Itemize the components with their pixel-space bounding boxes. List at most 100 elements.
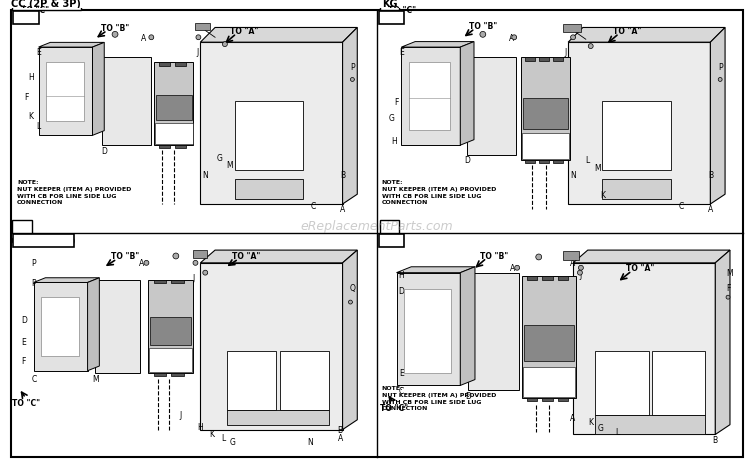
Bar: [150, 317, 190, 345]
Bar: [401, 48, 460, 146]
Bar: [41, 297, 79, 356]
Circle shape: [514, 266, 520, 271]
Bar: [12, 220, 32, 234]
Bar: [379, 235, 404, 247]
Text: J: J: [196, 48, 199, 57]
Text: L: L: [220, 433, 225, 442]
Text: E: E: [399, 48, 404, 57]
Text: C: C: [32, 374, 38, 383]
Bar: [175, 63, 186, 67]
Polygon shape: [573, 251, 730, 263]
Text: M: M: [92, 374, 99, 383]
Text: G: G: [598, 423, 604, 432]
Circle shape: [112, 32, 118, 38]
Circle shape: [196, 36, 201, 41]
Text: JG: JG: [384, 222, 395, 232]
Polygon shape: [34, 278, 99, 283]
Text: D: D: [464, 156, 470, 165]
Circle shape: [144, 261, 148, 266]
Bar: [95, 280, 140, 373]
Text: D: D: [465, 391, 471, 400]
Text: Q: Q: [350, 283, 355, 292]
Polygon shape: [92, 43, 104, 136]
Bar: [380, 0, 400, 11]
Circle shape: [223, 43, 227, 47]
Text: JG: JG: [386, 13, 398, 23]
Text: NOTE:
NUT KEEPER (ITEM A) PROVIDED
WITH CB FOR LINE SIDE LUG
CONNECTION: NOTE: NUT KEEPER (ITEM A) PROVIDED WITH …: [382, 386, 496, 410]
Circle shape: [726, 296, 730, 299]
Bar: [196, 23, 210, 31]
Bar: [171, 280, 184, 284]
Bar: [235, 180, 303, 200]
Text: M: M: [727, 269, 734, 278]
Bar: [595, 415, 706, 435]
Circle shape: [350, 78, 354, 82]
Bar: [539, 161, 549, 163]
Polygon shape: [88, 278, 99, 371]
Text: B: B: [708, 171, 713, 179]
Text: N: N: [570, 171, 576, 179]
Text: B: B: [340, 171, 345, 179]
Text: H: H: [197, 422, 203, 431]
Text: G: G: [217, 154, 223, 163]
Text: P: P: [32, 278, 36, 287]
Bar: [410, 63, 451, 131]
Bar: [523, 99, 568, 130]
Text: J: J: [179, 410, 182, 420]
Text: G: G: [388, 114, 394, 123]
Bar: [379, 12, 404, 24]
Text: NOTE:
NUT KEEPER (ITEM A) PROVIDED
WITH CB FOR LINE SIDE LUG
CONNECTION: NOTE: NUT KEEPER (ITEM A) PROVIDED WITH …: [382, 180, 496, 205]
Text: TO "A": TO "A": [230, 27, 259, 36]
Text: A: A: [338, 433, 344, 442]
Bar: [525, 161, 535, 163]
Bar: [154, 280, 166, 284]
Circle shape: [202, 271, 208, 275]
Text: M: M: [226, 161, 233, 170]
Text: E: E: [22, 337, 26, 346]
Text: F: F: [22, 357, 26, 366]
Bar: [38, 48, 92, 136]
Text: TO "A": TO "A": [613, 27, 641, 36]
Text: J: J: [580, 270, 582, 280]
Text: TO "B": TO "B": [101, 24, 129, 33]
Bar: [557, 276, 568, 280]
Text: J: J: [564, 48, 566, 57]
Polygon shape: [460, 267, 475, 386]
Bar: [226, 410, 328, 425]
Bar: [525, 58, 535, 62]
Text: TO "B": TO "B": [469, 22, 497, 31]
Text: E: E: [399, 369, 404, 377]
Text: D: D: [21, 315, 27, 325]
Text: A: A: [571, 414, 576, 422]
Text: J: J: [192, 274, 194, 282]
Text: A: A: [509, 34, 514, 43]
Circle shape: [718, 78, 722, 82]
Text: P: P: [718, 63, 722, 72]
Text: A: A: [571, 259, 576, 268]
Circle shape: [173, 253, 178, 259]
Text: C: C: [399, 386, 404, 395]
Text: L: L: [37, 122, 40, 131]
Text: H: H: [28, 73, 34, 82]
Bar: [193, 251, 207, 258]
Bar: [154, 373, 166, 376]
Text: FG: FG: [14, 222, 29, 232]
Bar: [522, 276, 576, 398]
Text: P: P: [32, 259, 36, 268]
Text: CC (2P & 3P): CC (2P & 3P): [11, 237, 76, 246]
Bar: [156, 96, 191, 121]
Text: E: E: [36, 48, 41, 57]
Circle shape: [193, 261, 198, 266]
Text: K: K: [28, 112, 33, 121]
Bar: [523, 367, 575, 397]
Bar: [46, 63, 84, 121]
Text: C: C: [310, 202, 316, 211]
Text: TO "C": TO "C": [380, 403, 408, 412]
Bar: [380, 220, 400, 234]
Text: K: K: [210, 429, 214, 438]
Bar: [468, 273, 519, 391]
Text: CC (2P & 3P): CC (2P & 3P): [11, 0, 81, 9]
Circle shape: [148, 36, 154, 41]
Bar: [602, 180, 671, 200]
Bar: [554, 58, 563, 62]
